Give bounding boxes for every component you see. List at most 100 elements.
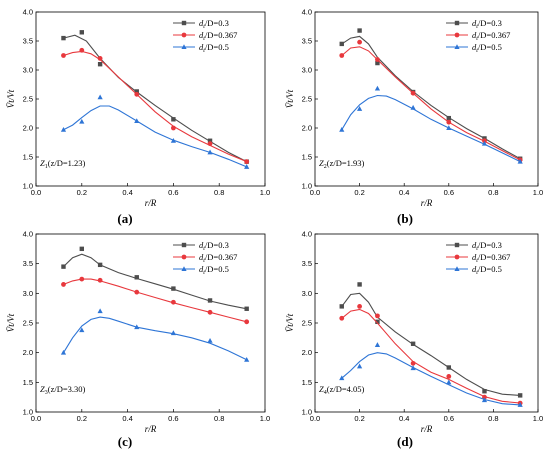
legend-label: dt/D=0.3 — [199, 18, 229, 30]
x-tick-label: 0.4 — [399, 414, 409, 423]
data-point-circle — [134, 91, 140, 97]
series-line — [63, 278, 247, 323]
series-1 — [61, 246, 249, 311]
legend-label: dt/D=0.5 — [472, 264, 502, 276]
y-tick-label: 1.5 — [23, 378, 33, 387]
data-point-square — [134, 89, 139, 94]
y-tick-label: 1.0 — [23, 182, 33, 191]
data-point-circle — [339, 315, 345, 321]
data-point-circle — [79, 276, 85, 282]
y-tick-label: 1.5 — [302, 378, 312, 387]
y-tick-label: 2.5 — [23, 95, 33, 104]
data-point-square — [375, 319, 380, 325]
data-point-square — [97, 62, 103, 67]
series-1 — [339, 282, 523, 398]
data-point-triangle — [244, 356, 250, 362]
x-tick-label: 0.0 — [31, 188, 41, 197]
data-point-square — [244, 306, 249, 311]
x-tick-label: 1.0 — [533, 414, 543, 423]
data-point-circle — [61, 282, 66, 287]
data-point-circle — [375, 313, 380, 319]
data-point-triangle — [79, 327, 85, 333]
data-point-circle — [207, 141, 213, 147]
data-point-circle — [410, 90, 416, 96]
panel-label: (d) — [397, 434, 413, 449]
series-line — [341, 35, 521, 160]
series-line — [63, 34, 247, 163]
panel-label: (c) — [118, 434, 132, 449]
legend-marker — [181, 254, 187, 260]
y-tick-label: 3.5 — [23, 37, 33, 46]
legend-label: dt/D=0.3 — [199, 240, 229, 252]
data-point-triangle — [446, 379, 452, 385]
y-axis-label: V̄t/Vt — [6, 313, 16, 332]
data-point-triangle — [97, 94, 103, 100]
data-point-square — [517, 393, 523, 398]
data-point-triangle — [481, 397, 488, 403]
y-tick-label: 2.0 — [23, 124, 33, 133]
chart-panel-4: 0.0 0.2 0.4 0.6 0.8 1.0 1.0 1.5 2.0 2.5 3.0 3.5 4.0 r… — [285, 230, 543, 450]
series-2 — [339, 39, 523, 163]
chart-panel-3: 0.0 0.2 0.4 0.6 0.8 1.0 1.0 1.5 2.0 2.5 3.0 3.5 4.0 r… — [6, 230, 270, 450]
y-tick-label: 3.0 — [23, 66, 33, 75]
legend-marker — [454, 32, 460, 38]
series-2 — [61, 47, 250, 165]
y-tick-label: 3.5 — [302, 259, 312, 268]
data-point-square — [171, 286, 176, 291]
data-point-square — [357, 28, 362, 33]
series-line — [341, 46, 521, 161]
x-tick-label: 0.6 — [168, 188, 178, 197]
data-point-square — [482, 389, 487, 394]
x-tick-label: 0.8 — [214, 188, 224, 197]
legend-label: dt/D=0.5 — [199, 42, 229, 54]
y-axis-label: V̄t/Vt — [285, 89, 295, 108]
legend-label: dt/D=0.5 — [472, 42, 502, 54]
x-axis-label: r/R — [421, 198, 433, 208]
data-point-circle — [134, 289, 140, 295]
legend-marker — [454, 254, 460, 260]
legend-marker — [454, 20, 460, 26]
legend-label: dt/D=0.367 — [472, 30, 510, 42]
data-point-circle — [482, 138, 487, 144]
series-line — [63, 105, 247, 168]
data-point-triangle — [60, 349, 67, 355]
data-point-square — [134, 275, 139, 280]
data-point-square — [207, 138, 213, 143]
y-tick-label: 1.5 — [23, 153, 33, 162]
y-tick-label: 3.0 — [302, 289, 312, 298]
data-point-square — [410, 341, 416, 346]
data-point-square — [339, 304, 344, 309]
y-tick-label: 4.0 — [23, 8, 33, 17]
panel-label: (b) — [397, 211, 413, 226]
data-point-triangle — [374, 85, 381, 91]
data-point-square — [97, 262, 103, 268]
legend-label: dt/D=0.3 — [472, 18, 502, 30]
data-point-square — [207, 298, 213, 303]
data-point-circle — [79, 47, 85, 53]
data-point-triangle — [170, 330, 176, 336]
x-tick-label: 0.0 — [310, 188, 320, 197]
data-point-triangle — [374, 342, 381, 347]
data-point-triangle — [339, 375, 345, 381]
x-axis-label: r/R — [145, 198, 157, 208]
legend-marker — [181, 20, 187, 26]
legend-marker — [454, 44, 460, 49]
legend-label: dt/D=0.5 — [199, 264, 229, 276]
series-2 — [61, 276, 250, 325]
x-tick-label: 0.2 — [354, 414, 364, 423]
legend-label: dt/D=0.367 — [199, 252, 237, 264]
y-tick-label: 4.0 — [302, 8, 312, 17]
y-tick-label: 2.0 — [23, 348, 33, 357]
y-tick-label: 1.0 — [302, 182, 312, 191]
data-point-square — [171, 117, 176, 122]
data-point-circle — [339, 53, 345, 58]
data-point-circle — [171, 125, 176, 131]
x-tick-label: 1.0 — [260, 188, 270, 197]
data-point-circle — [375, 57, 380, 62]
x-tick-label: 0.2 — [77, 414, 87, 423]
data-point-circle — [482, 394, 487, 400]
data-point-square — [79, 246, 84, 252]
